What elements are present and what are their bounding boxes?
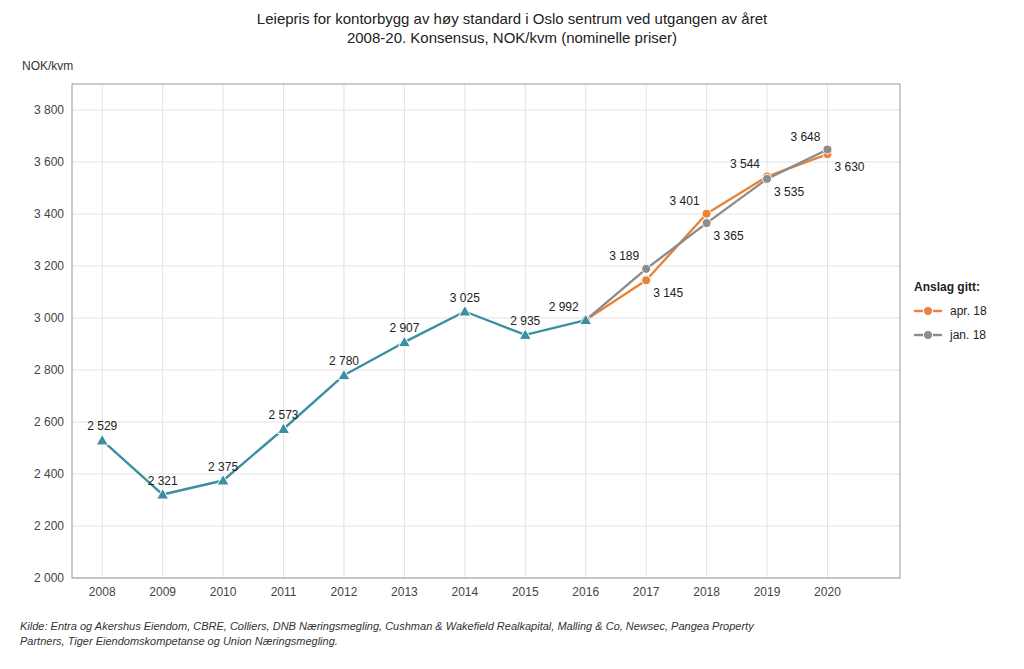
grid xyxy=(72,84,900,578)
y-grid-line xyxy=(72,370,900,371)
x-tick-label: 2018 xyxy=(693,585,720,599)
x-tick-label: 2008 xyxy=(89,585,116,599)
marker xyxy=(398,336,410,347)
x-tick-label: 2012 xyxy=(331,585,358,599)
source: Kilde: Entra og Akershus Eiendom, CBRE, … xyxy=(20,620,755,647)
x-grid-line xyxy=(585,84,586,578)
y-tick-label: 2 000 xyxy=(34,571,64,585)
x-tick-label: 2013 xyxy=(391,585,418,599)
data-label: 2 780 xyxy=(329,354,359,368)
data-label: 3 630 xyxy=(834,160,864,174)
x-grid-line xyxy=(646,84,647,578)
x-tick-label: 2011 xyxy=(271,585,297,599)
marker xyxy=(823,145,832,154)
y-axis-label: NOK/kvm xyxy=(22,59,73,73)
data-label: 2 529 xyxy=(87,419,117,433)
marker xyxy=(338,369,350,380)
x-grid-line xyxy=(343,84,344,578)
data-label: 3 648 xyxy=(790,130,820,144)
title: Leiepris for kontorbygg av høy standard … xyxy=(257,10,768,46)
data-label: 3 025 xyxy=(450,291,480,305)
data-label: 3 535 xyxy=(774,185,804,199)
x-grid-line xyxy=(706,84,707,578)
y-grid-line xyxy=(72,214,900,215)
marker xyxy=(519,329,531,340)
marker xyxy=(763,174,772,183)
y-tick-label: 3 000 xyxy=(34,311,64,325)
legend: Anslag gitt: apr. 18 jan. 18 xyxy=(914,280,987,342)
y-grid-line xyxy=(72,422,900,423)
data-label: 2 321 xyxy=(148,474,178,488)
data-label: 3 189 xyxy=(609,249,639,263)
y-grid-line xyxy=(72,266,900,267)
y-grid-line xyxy=(72,526,900,527)
marker xyxy=(157,489,169,500)
legend-swatch-marker xyxy=(924,307,933,316)
marker xyxy=(642,276,651,285)
data-label: 3 365 xyxy=(714,229,744,243)
y-tick-label: 2 400 xyxy=(34,467,64,481)
x-grid-line xyxy=(223,84,224,578)
x-grid-line xyxy=(162,84,163,578)
y-tick-label: 3 400 xyxy=(34,207,64,221)
data-label: 3 145 xyxy=(653,286,683,300)
data-label: 2 573 xyxy=(269,408,299,422)
x-grid-line xyxy=(464,84,465,578)
series-line xyxy=(586,150,828,321)
marker xyxy=(642,264,651,273)
chart: Leiepris for kontorbygg av høy standard … xyxy=(0,0,1024,669)
marker xyxy=(459,306,471,317)
series-line xyxy=(102,312,586,495)
marker xyxy=(217,475,229,486)
data-label: 2 375 xyxy=(208,460,238,474)
legend-entry: apr. 18 xyxy=(950,304,987,318)
x-tick-label: 2010 xyxy=(210,585,237,599)
x-tick-label: 2017 xyxy=(633,585,660,599)
data-label: 3 544 xyxy=(730,157,760,171)
y-grid-line xyxy=(72,162,900,163)
marker xyxy=(96,434,108,445)
y-grid-line xyxy=(72,110,900,111)
x-tick-label: 2020 xyxy=(814,585,841,599)
y-tick-label: 3 600 xyxy=(34,155,64,169)
data-label: 2 907 xyxy=(389,321,419,335)
x-tick-label: 2014 xyxy=(451,585,478,599)
x-grid-line xyxy=(283,84,284,578)
y-tick-label: 2 600 xyxy=(34,415,64,429)
x-grid-line xyxy=(102,84,103,578)
x-tick-label: 2016 xyxy=(572,585,599,599)
y-grid-line xyxy=(72,318,900,319)
marker xyxy=(278,423,290,434)
legend-entry: jan. 18 xyxy=(949,328,986,342)
marker xyxy=(580,314,592,325)
data-label: 2 935 xyxy=(510,314,540,328)
source-line: Partners, Tiger Eiendomskompetanse og Un… xyxy=(20,635,338,647)
data-label: 2 992 xyxy=(549,300,579,314)
marker xyxy=(702,209,711,218)
x-tick-label: 2009 xyxy=(149,585,176,599)
x-tick-label: 2015 xyxy=(512,585,539,599)
y-tick-label: 2 200 xyxy=(34,519,64,533)
y-tick-label: 2 800 xyxy=(34,363,64,377)
source-line: Kilde: Entra og Akershus Eiendom, CBRE, … xyxy=(20,620,755,632)
y-tick-label: 3 200 xyxy=(34,259,64,273)
x-grid-line xyxy=(767,84,768,578)
marker xyxy=(702,219,711,228)
series-line xyxy=(586,154,828,320)
data-labels: 2 529 2 321 2 375 2 573 2 780 2 907 3 025 2 935… xyxy=(87,130,865,488)
legend-title: Anslag gitt: xyxy=(914,280,980,294)
data-label: 3 401 xyxy=(670,194,700,208)
series-group xyxy=(96,145,832,499)
x-tick-label: 2019 xyxy=(754,585,781,599)
y-tick-label: 3 800 xyxy=(34,103,64,117)
title-line: 2008-20. Konsensus, NOK/kvm (nominelle p… xyxy=(347,29,677,46)
title-line: Leiepris for kontorbygg av høy standard … xyxy=(257,10,768,27)
legend-swatch-marker xyxy=(924,331,933,340)
y-grid-line xyxy=(72,474,900,475)
plot-frame xyxy=(72,84,900,578)
